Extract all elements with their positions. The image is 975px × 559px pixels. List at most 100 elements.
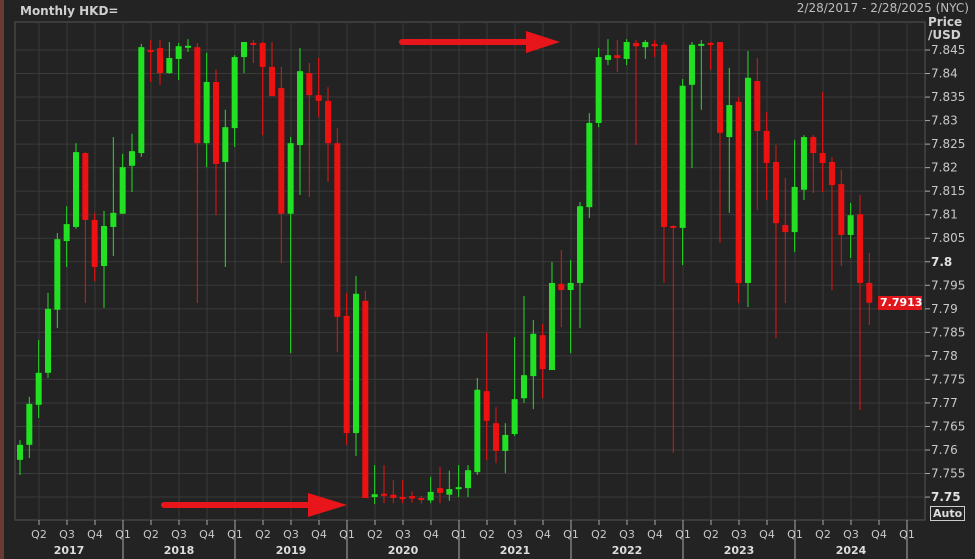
- candle: [54, 233, 61, 329]
- candle: [838, 170, 845, 266]
- candle-body: [250, 42, 257, 45]
- candle: [688, 42, 695, 169]
- candle: [586, 113, 593, 218]
- candle: [203, 52, 210, 168]
- candle: [614, 40, 621, 73]
- x-quarter-label: Q3: [843, 528, 859, 541]
- candle-body: [212, 82, 219, 164]
- y-axis-label-line-2: /USD: [928, 28, 961, 42]
- chart-title: Monthly HKD=: [20, 4, 119, 18]
- candle: [334, 128, 341, 353]
- candle: [548, 261, 555, 370]
- candle-body: [604, 55, 611, 60]
- candle-body: [474, 389, 481, 473]
- candle-body: [110, 212, 117, 227]
- candle: [632, 40, 639, 146]
- candle-body: [735, 101, 742, 283]
- x-year-label: 2020: [388, 544, 419, 557]
- candle: [119, 154, 126, 214]
- x-quarter-label: Q4: [535, 528, 551, 541]
- candle-body: [324, 100, 331, 144]
- candle-body: [698, 43, 705, 46]
- auto-scale-button[interactable]: Auto: [930, 506, 966, 521]
- candle-body: [91, 219, 98, 267]
- candle-body: [352, 293, 359, 434]
- candle-body: [315, 95, 322, 101]
- candle-body: [483, 391, 490, 421]
- candle-body: [623, 42, 630, 59]
- candle: [744, 50, 751, 307]
- candle: [530, 320, 537, 410]
- candle-body: [26, 403, 33, 445]
- candle-body: [772, 162, 779, 224]
- x-quarter-label: Q3: [171, 528, 187, 541]
- candle: [642, 40, 649, 59]
- candle: [352, 275, 359, 457]
- x-quarter-label: Q1: [115, 528, 131, 541]
- y-axis-label: Price/USD: [928, 16, 962, 42]
- candle: [660, 42, 667, 283]
- candle: [156, 40, 163, 85]
- date-range: 2/28/2017 - 2/28/2025 (NYC): [796, 1, 969, 15]
- candle-body: [240, 42, 247, 58]
- y-tick-label: 7.825: [931, 137, 965, 151]
- candle-body: [343, 315, 350, 434]
- candle-body: [17, 444, 23, 460]
- candle-body: [436, 488, 443, 493]
- candle-body: [754, 81, 761, 131]
- candle-body: [166, 58, 173, 74]
- candle-body: [147, 50, 154, 52]
- x-quarter-label: Q4: [311, 528, 327, 541]
- candle-body: [408, 496, 415, 499]
- candle: [343, 292, 350, 445]
- candle: [259, 42, 266, 136]
- candle: [567, 259, 574, 354]
- candle: [819, 91, 826, 193]
- candle: [866, 252, 873, 325]
- candle: [464, 465, 471, 498]
- candle: [138, 43, 145, 157]
- candle: [707, 42, 714, 70]
- candle-body: [390, 494, 397, 498]
- candle-body: [520, 375, 527, 399]
- candle: [371, 465, 378, 505]
- x-quarter-label: Q2: [591, 528, 607, 541]
- plot-area: [14, 21, 926, 521]
- candle: [576, 202, 583, 329]
- candle: [380, 465, 387, 504]
- candle: [399, 480, 406, 504]
- candle-body: [744, 77, 751, 283]
- y-tick-label: 7.82: [931, 161, 958, 175]
- candle-body: [231, 57, 238, 129]
- y-tick-label: 7.785: [931, 325, 965, 339]
- x-quarter-label: Q1: [339, 528, 355, 541]
- candle: [63, 206, 70, 267]
- y-tick-label: 7.755: [931, 467, 965, 481]
- candle: [763, 112, 770, 201]
- y-tick-label: 7.78: [931, 349, 958, 363]
- x-quarter-label: Q4: [647, 528, 663, 541]
- candle: [670, 225, 677, 453]
- candle: [502, 423, 509, 474]
- candle-body: [446, 489, 453, 495]
- candle: [810, 135, 817, 194]
- y-tick-label: 7.76: [931, 443, 958, 457]
- candle: [296, 48, 303, 195]
- candle: [278, 66, 285, 264]
- candle-body: [334, 143, 341, 317]
- candle-body: [184, 45, 191, 48]
- candle-body: [502, 434, 509, 451]
- candle-body: [632, 42, 639, 47]
- candle-body: [128, 151, 135, 166]
- candle-body: [296, 71, 303, 146]
- candle: [175, 42, 182, 81]
- candle-body: [707, 42, 714, 45]
- candle-body: [222, 127, 229, 162]
- candle: [511, 337, 518, 436]
- candle-body: [306, 73, 313, 96]
- candle: [726, 67, 733, 213]
- x-year-label: 2022: [612, 544, 643, 557]
- y-tick-label: 7.775: [931, 372, 965, 386]
- candle-body: [278, 88, 285, 214]
